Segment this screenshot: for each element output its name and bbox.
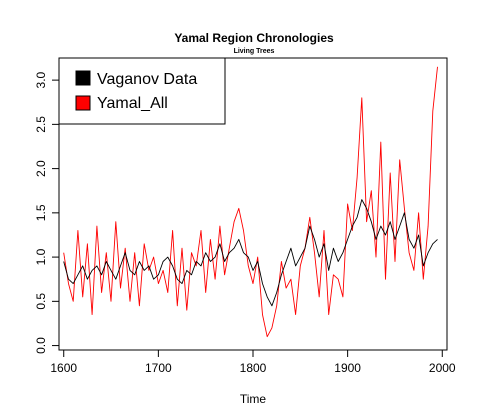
chart-subtitle: Living Trees [234,48,275,55]
y-axis: 0.0 0.5 1.0 1.5 2.0 2.5 3.0 [34,71,59,354]
legend-label-vaganov: Vaganov Data [97,71,197,88]
chart-title: Yamal Region Chronologies [174,31,334,45]
y-tick-label: 1.0 [34,248,48,265]
x-tick-label: 2000 [429,361,456,375]
y-tick-label: 0.5 [34,293,48,310]
x-tick-label: 1600 [50,361,77,375]
y-tick-label: 2.0 [34,160,48,177]
x-axis-label: Time [240,392,267,406]
legend-swatch-vaganov [75,70,91,86]
x-axis: 1600 1700 1800 1900 2000 [50,349,456,375]
series-line-vaganov [63,199,438,307]
y-tick-label: 2.5 [34,116,48,133]
y-tick-label: 0.0 [34,337,48,354]
legend-swatch-yamal [75,95,91,111]
legend-label-yamal: Yamal_All [97,95,168,112]
y-tick-label: 1.5 [34,204,48,221]
x-tick-label: 1800 [240,361,267,375]
series-layer [63,66,438,338]
legend: Vaganov Data Yamal_All [58,57,226,125]
y-tick-label: 3.0 [34,71,48,88]
legend-box [58,57,226,125]
x-tick-label: 1900 [334,361,361,375]
x-tick-label: 1700 [145,361,172,375]
